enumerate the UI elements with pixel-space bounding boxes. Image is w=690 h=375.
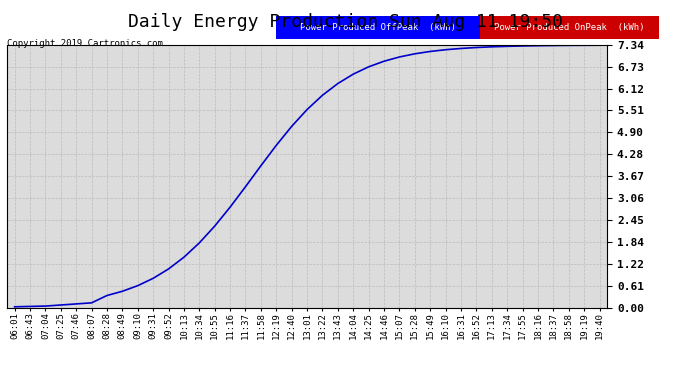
Text: Copyright 2019 Cartronics.com: Copyright 2019 Cartronics.com (7, 39, 163, 48)
Text: Daily Energy Production Sun Aug 11 19:50: Daily Energy Production Sun Aug 11 19:50 (128, 13, 562, 31)
Text: Power Produced OffPeak  (kWh): Power Produced OffPeak (kWh) (300, 23, 455, 32)
Text: Power Produced OnPeak  (kWh): Power Produced OnPeak (kWh) (494, 23, 644, 32)
